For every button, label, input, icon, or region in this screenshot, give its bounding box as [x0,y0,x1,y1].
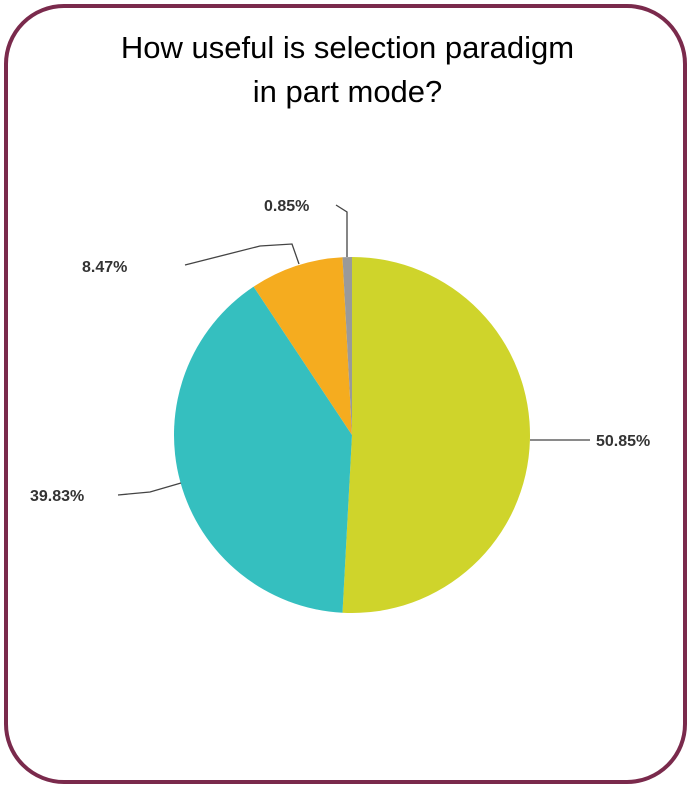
data-label-3: 0.85% [264,198,309,215]
pie-slice-1 [173,286,352,613]
leader-line-1 [117,482,182,496]
pie-slice-2 [253,257,352,435]
leader-line-3 [335,204,348,257]
chart-title: How useful is selection paradigm in part… [0,26,695,114]
pie-slice-3 [342,257,352,435]
data-label-1: 39.83% [30,488,84,505]
chart-title-line-1: How useful is selection paradigm [120,30,575,65]
pie-slice-0 [342,257,530,613]
leader-line-2 [184,243,300,266]
data-label-0: 50.85% [596,433,650,450]
data-label-2: 8.47% [82,259,127,276]
chart-title-line-2: in part mode? [252,74,443,109]
